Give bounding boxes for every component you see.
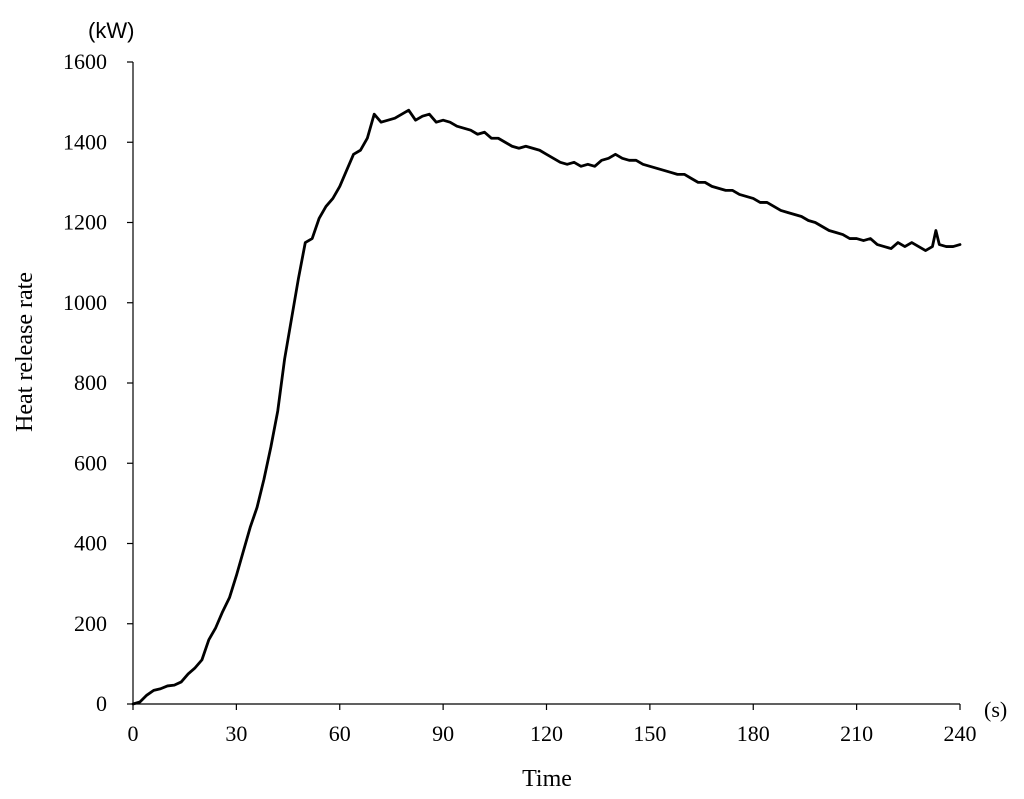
y-tick-label: 1400 (63, 129, 107, 154)
y-tick-label: 200 (74, 611, 107, 636)
x-tick-label: 210 (840, 721, 873, 746)
series-line (131, 108, 962, 706)
y-tick-label: 0 (96, 691, 107, 716)
x-tick-label: 150 (633, 721, 666, 746)
y-tick-label: 1000 (63, 290, 107, 315)
y-axis-ticks: 0 200 400 600 800 1000 1200 1400 1600 (63, 49, 133, 716)
y-axis-unit: (kW) (88, 18, 134, 43)
x-tick-label: 30 (225, 721, 247, 746)
y-tick-label: 1200 (63, 210, 107, 235)
x-axis-ticks: 0 30 60 90 120 150 180 210 240 (128, 704, 977, 746)
x-axis-title: Time (522, 766, 572, 792)
y-tick-label: 800 (74, 370, 107, 395)
x-tick-label: 0 (128, 721, 139, 746)
x-tick-label: 60 (329, 721, 351, 746)
y-tick-label: 1600 (63, 49, 107, 74)
y-axis-title: Heat release rate (12, 272, 38, 432)
y-tick-label: 600 (74, 450, 107, 475)
x-axis-unit: (s) (984, 697, 1007, 722)
x-tick-label: 90 (432, 721, 454, 746)
x-tick-label: 180 (737, 721, 770, 746)
x-tick-label: 240 (944, 721, 977, 746)
x-tick-label: 120 (530, 721, 563, 746)
y-tick-label: 400 (74, 531, 107, 556)
